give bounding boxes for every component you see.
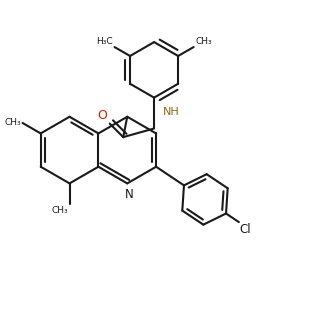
Text: N: N bbox=[124, 188, 133, 201]
Text: CH₃: CH₃ bbox=[52, 206, 68, 215]
Text: O: O bbox=[98, 109, 107, 122]
Text: NH: NH bbox=[163, 107, 180, 117]
Text: CH₃: CH₃ bbox=[195, 37, 212, 46]
Text: CH₃: CH₃ bbox=[4, 118, 21, 127]
Text: Cl: Cl bbox=[240, 223, 252, 236]
Text: H₃C: H₃C bbox=[97, 37, 113, 46]
